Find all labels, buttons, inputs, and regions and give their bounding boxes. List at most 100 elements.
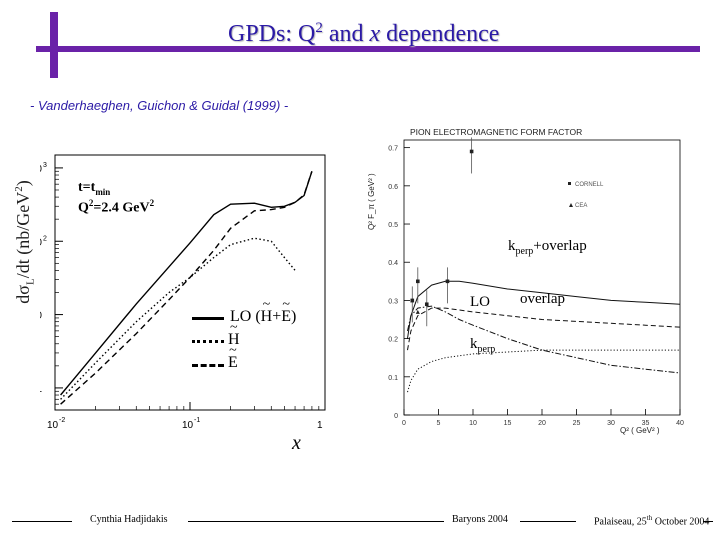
left-plot-ylabel: dσL/dt (nb/GeV2) bbox=[13, 157, 37, 327]
legend-dashed-line bbox=[192, 364, 224, 367]
footer-place-prefix: Palaiseau, 25 bbox=[594, 516, 647, 528]
right-x-tick-label: 20 bbox=[538, 420, 546, 427]
legend-e-text: E bbox=[228, 343, 238, 372]
left-series-dotted bbox=[60, 237, 296, 400]
legend-cea: CEA bbox=[575, 203, 587, 209]
legend-lo-h: H bbox=[261, 297, 273, 326]
label-overlap: overlap bbox=[520, 291, 565, 307]
title-accent-vertical-bar bbox=[50, 12, 58, 78]
label-kperp: kperp bbox=[470, 336, 495, 355]
legend-dotted-line bbox=[192, 340, 224, 343]
label-kperp-overlap-sub: perp bbox=[515, 246, 534, 257]
right-plot-frame bbox=[403, 139, 681, 416]
title-accent-horizontal-bar bbox=[36, 46, 700, 52]
legend-solid-line bbox=[192, 317, 224, 320]
footer-author: Cynthia Hadjidakis bbox=[90, 514, 168, 525]
legend-lo-plus: + bbox=[272, 308, 282, 325]
right-x-tick-label: 0 bbox=[402, 420, 406, 427]
data-point-cornell bbox=[469, 149, 474, 154]
legend-e: E bbox=[228, 343, 238, 372]
left-plot-series bbox=[60, 171, 313, 405]
left-x-tick-label: 10 bbox=[182, 420, 194, 430]
legend-lo-e: E bbox=[281, 297, 291, 326]
left-series-dashed bbox=[60, 171, 313, 405]
condition-q-sup: 2 bbox=[88, 198, 94, 208]
title-text-mid: and bbox=[322, 21, 370, 47]
title-text-prefix: GPDs: Q bbox=[228, 21, 316, 47]
right-y-tick-label: 0.5 bbox=[388, 222, 398, 229]
right-y-tick-label: 0 bbox=[394, 413, 398, 420]
legend-cea-marker bbox=[569, 203, 573, 207]
legend-cornell-marker bbox=[568, 182, 571, 185]
left-plot-x-ticks: 10 -2 10 -1 1 bbox=[47, 402, 326, 430]
condition-q2: Q2=2.4 GeV2 bbox=[78, 198, 154, 217]
footer-place-suffix: October 2004 bbox=[652, 516, 710, 528]
left-x-tick-exp: -2 bbox=[59, 417, 65, 424]
right-plot-title: PION ELECTROMAGNETIC FORM FACTOR bbox=[410, 127, 582, 137]
right-y-tick-label: 0.7 bbox=[388, 146, 398, 153]
citation: - Vanderhaeghen, Guichon & Guidal (1999)… bbox=[30, 98, 289, 113]
left-y-tick-label: 10 bbox=[40, 237, 42, 248]
footer-rule bbox=[703, 521, 713, 522]
left-y-tick-label: 10 bbox=[40, 164, 42, 175]
label-kperp-overlap-k: k bbox=[508, 238, 516, 254]
label-lo: LO bbox=[470, 294, 490, 310]
label-kperp-k: k bbox=[470, 336, 478, 352]
ylabel-part: dσ bbox=[13, 285, 33, 304]
legend-h-text: H bbox=[228, 320, 240, 349]
condition-q-text: Q bbox=[78, 200, 89, 216]
left-y-tick-label: 1 bbox=[40, 384, 42, 395]
right-form-factor-plot: PION ELECTROMAGNETIC FORM FACTOR Q² F_π … bbox=[367, 127, 684, 435]
right-series-dashdot bbox=[407, 305, 681, 374]
legend-cornell: CORNELL bbox=[575, 182, 604, 188]
right-y-tick-label: 0.6 bbox=[388, 184, 398, 191]
right-series-solid bbox=[407, 280, 681, 339]
right-x-tick-label: 10 bbox=[469, 420, 477, 427]
data-point-cornell bbox=[416, 279, 420, 284]
right-y-tick-label: 0.4 bbox=[388, 260, 398, 267]
left-cross-section-plot: 103102101 10-210-11 bbox=[40, 154, 326, 430]
right-x-tick-label: 30 bbox=[607, 420, 615, 427]
left-y-tick-label: 10 bbox=[40, 311, 42, 322]
right-plot-y-ticks: 0.7 0.6 0.5 0.4 0.3 0.2 0.1 0 bbox=[388, 146, 410, 420]
right-plot-series bbox=[407, 137, 681, 393]
right-x-tick-label: 40 bbox=[676, 420, 684, 427]
title-text-suffix: dependence bbox=[380, 21, 500, 47]
legend-lo: LO (H+E) bbox=[230, 297, 297, 326]
left-series-solid bbox=[60, 171, 313, 396]
footer-rule bbox=[188, 521, 444, 522]
condition-t-text: t=t bbox=[78, 180, 96, 195]
ylabel-sup: 2 bbox=[13, 186, 25, 192]
condition-q-value: =2.4 GeV bbox=[93, 200, 150, 216]
condition-t: t=tmin bbox=[78, 180, 110, 197]
title-variable-x: x bbox=[369, 21, 381, 47]
left-x-tick-exp: -1 bbox=[194, 417, 200, 424]
title-superscript: 2 bbox=[315, 20, 323, 36]
left-y-tick-exp: 3 bbox=[43, 162, 47, 169]
condition-t-sub: min bbox=[95, 186, 111, 197]
left-x-tick-label: 10 bbox=[47, 420, 59, 430]
right-y-tick-label: 0.2 bbox=[388, 337, 398, 344]
right-plot-ylabel: Q² F_π ( GeV² ) bbox=[367, 173, 376, 230]
condition-q-unit-sup: 2 bbox=[149, 198, 155, 208]
legend-lo-close: ) bbox=[291, 308, 297, 325]
right-series-dotted bbox=[407, 349, 680, 393]
footer-conference: Baryons 2004 bbox=[452, 514, 508, 525]
left-x-tick-label: 1 bbox=[317, 420, 323, 430]
data-point-cornell bbox=[424, 302, 429, 307]
ylabel-part: ) bbox=[13, 180, 33, 187]
ylabel-part: /dt (nb/GeV bbox=[13, 191, 33, 279]
right-y-tick-label: 0.3 bbox=[388, 298, 398, 305]
left-plot-y-ticks: 103102101 bbox=[40, 162, 63, 411]
right-plot-xlabel: Q² ( GeV² ) bbox=[620, 426, 660, 435]
right-y-tick-label: 0.1 bbox=[388, 375, 398, 382]
footer-place-sup: th bbox=[646, 514, 653, 522]
right-series-dashed bbox=[407, 307, 681, 351]
right-plot-x-ticks: 0 5 10 15 20 25 30 35 40 bbox=[402, 409, 684, 427]
ylabel-sub: L bbox=[24, 278, 37, 286]
data-point-cea bbox=[415, 309, 420, 314]
right-x-tick-label: 5 bbox=[437, 420, 441, 427]
left-y-tick-exp: 2 bbox=[43, 235, 47, 242]
right-x-tick-label: 25 bbox=[573, 420, 581, 427]
right-x-tick-label: 15 bbox=[504, 420, 512, 427]
